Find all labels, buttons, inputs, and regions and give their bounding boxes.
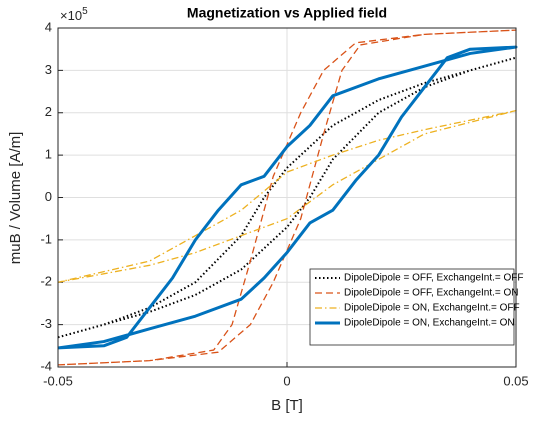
legend-label: DipoleDipole = ON, ExchangeInt.= ON [344, 318, 515, 329]
legend-box [309, 268, 515, 346]
legend-label: DipoleDipole = ON, ExchangeInt.= OFF [344, 303, 520, 314]
y-tick-label: 0 [45, 189, 52, 204]
y-tick-label: -2 [40, 274, 52, 289]
chart-title: Magnetization vs Applied field [187, 5, 387, 21]
legend-label: DipoleDipole = OFF, ExchangeInt.= ON [344, 288, 519, 299]
y-axis-label: muB / Volume [A/m] [7, 132, 24, 265]
legend-label: DipoleDipole = OFF, ExchangeInt.= OFF [344, 273, 524, 284]
x-tick-label: -0.05 [43, 373, 73, 388]
x-tick-label: 0.05 [503, 373, 528, 388]
y-tick-label: -1 [40, 231, 52, 246]
y-exponent-base: ×10 [60, 8, 82, 23]
y-tick-label: 4 [45, 19, 52, 34]
y-exponent-power: 5 [82, 6, 88, 17]
y-tick-label: 3 [45, 62, 52, 77]
y-tick-label: -4 [40, 358, 52, 373]
x-axis-label: B [T] [271, 397, 303, 414]
x-tick-label: 0 [283, 373, 290, 388]
y-tick-label: 2 [45, 104, 52, 119]
axes-box [57, 27, 517, 368]
y-exponent: ×105 [60, 6, 88, 24]
y-tick-label: -3 [40, 316, 52, 331]
y-tick-label: 1 [45, 147, 52, 162]
series-line [57, 56, 517, 339]
